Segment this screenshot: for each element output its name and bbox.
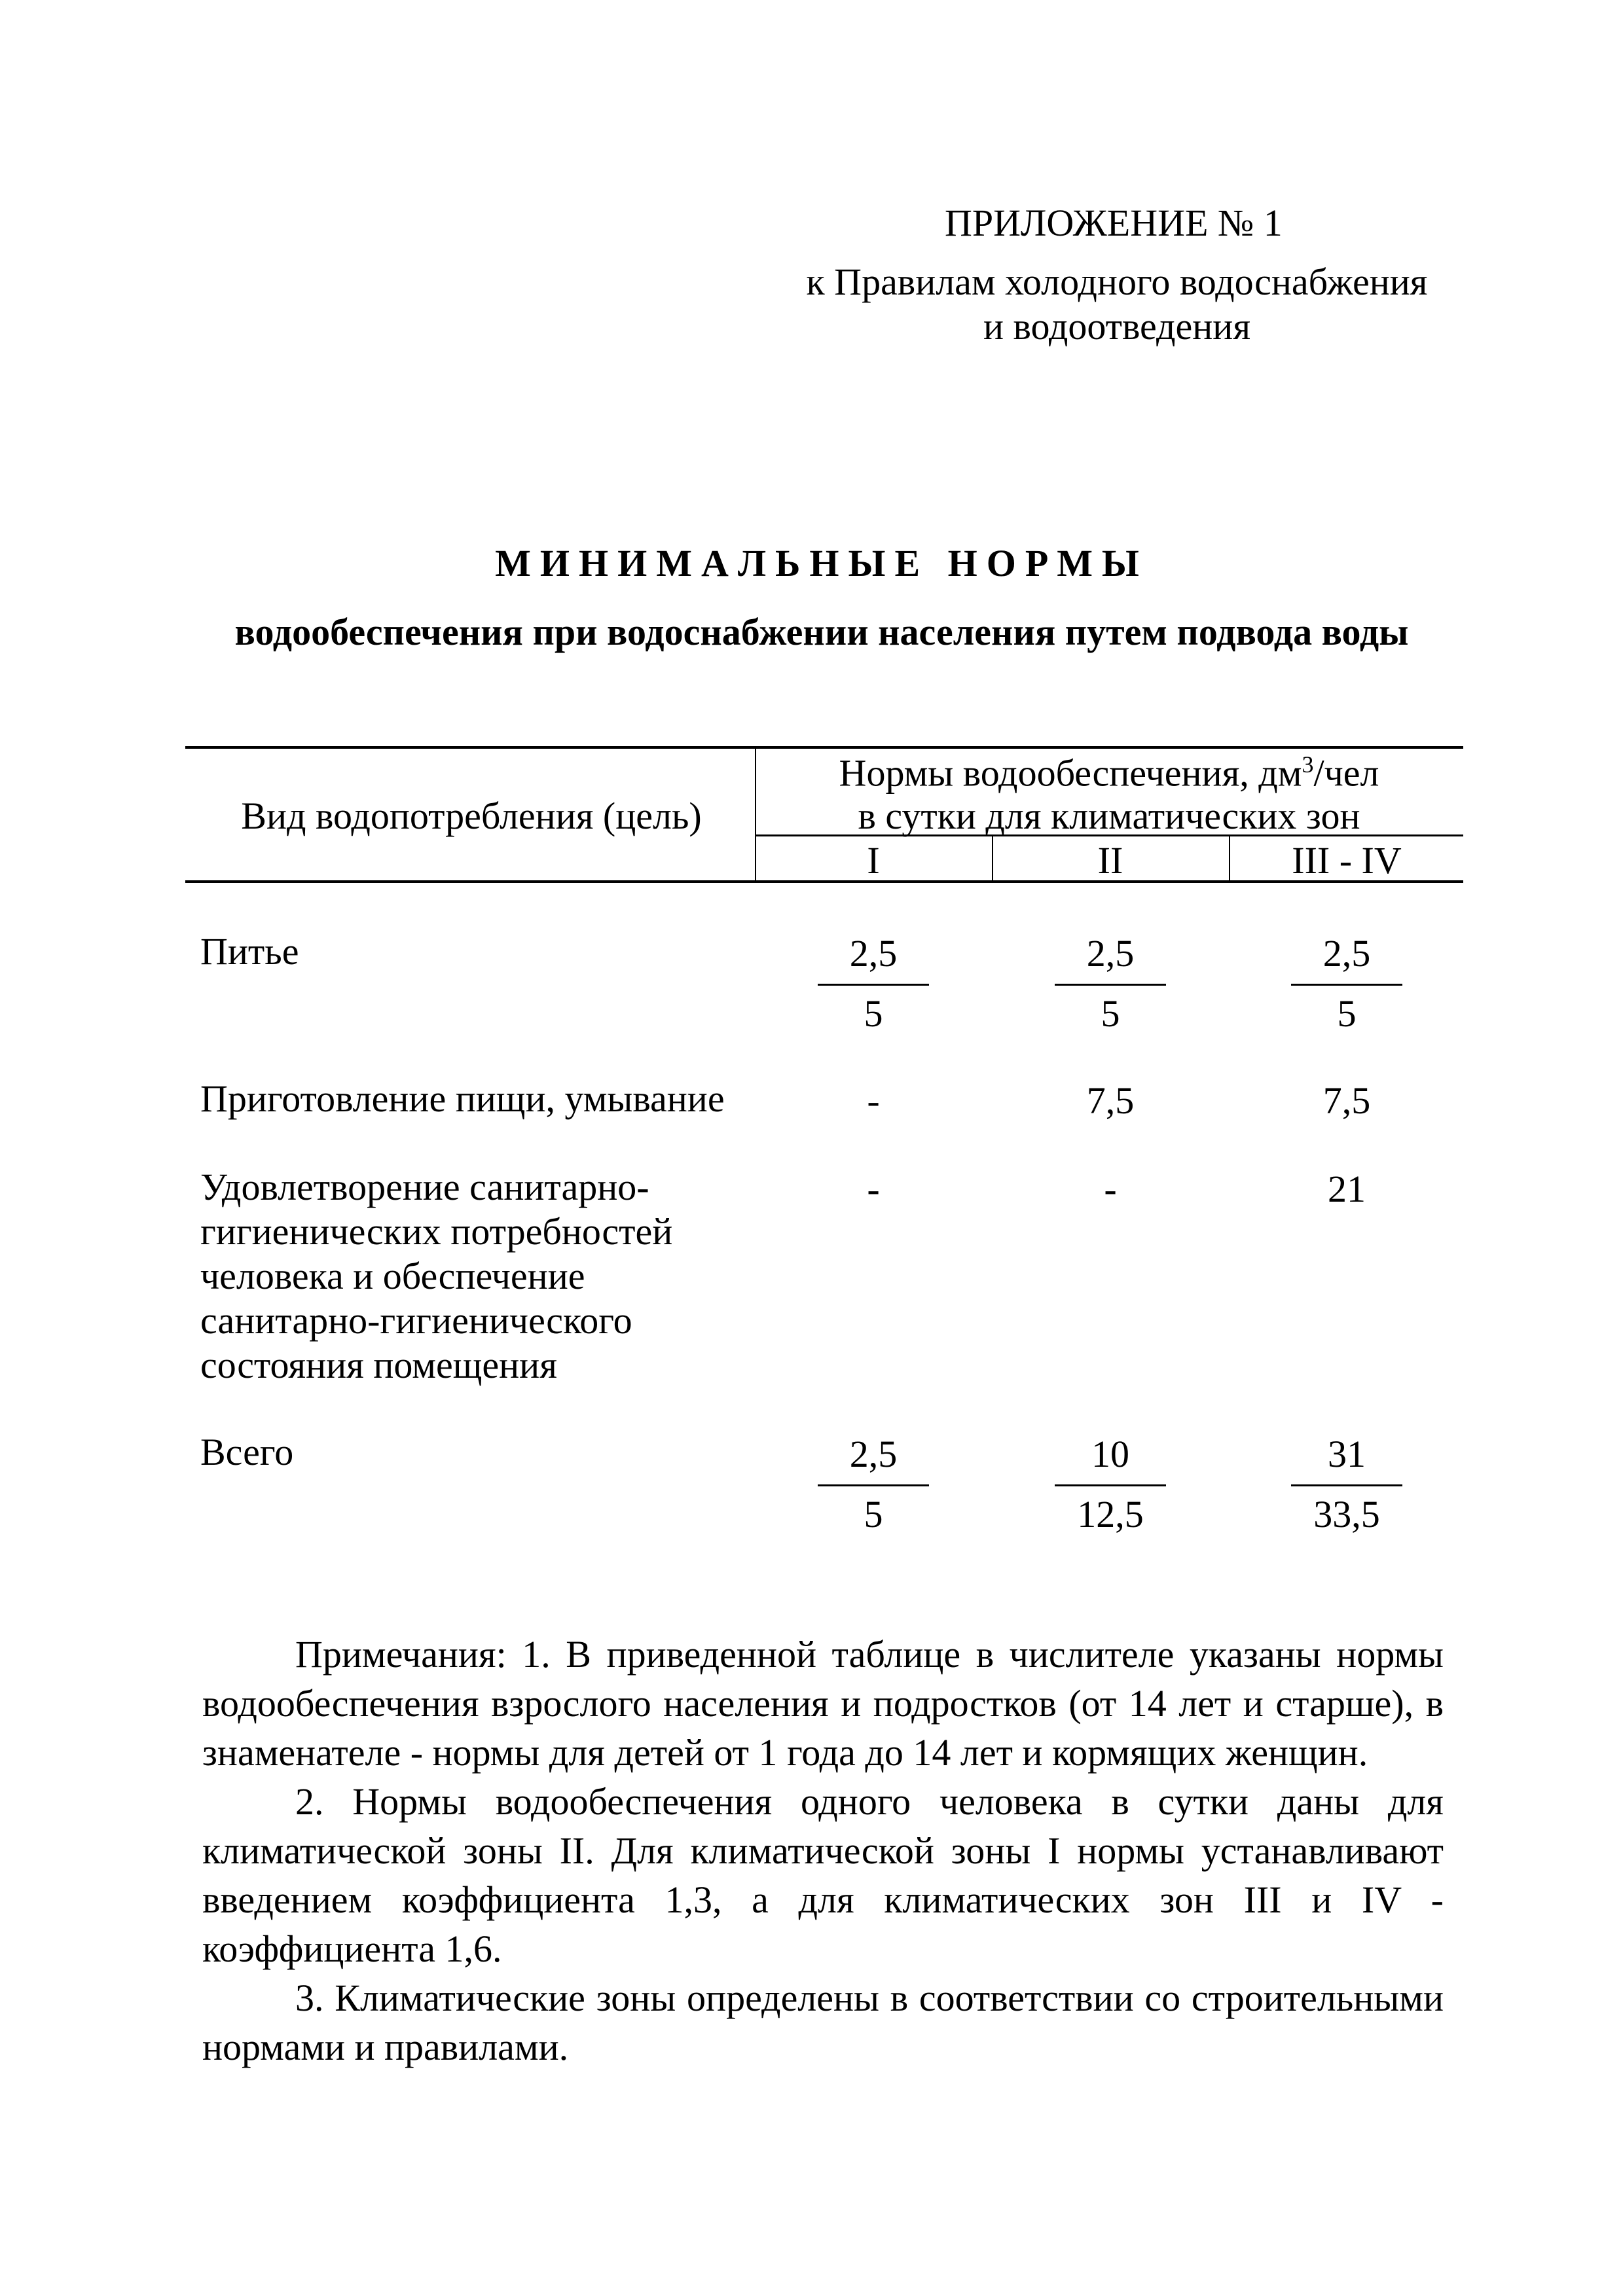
- cell-numerator: 2,5: [849, 1433, 898, 1475]
- zone-header-2: II: [1097, 839, 1123, 882]
- fraction-bar: [1291, 984, 1402, 986]
- fraction-bar: [1291, 1484, 1402, 1486]
- cell-numerator: 7,5: [1086, 1079, 1135, 1122]
- zone-header-1: I: [867, 839, 880, 882]
- cell-denominator: 12,5: [1077, 1493, 1144, 1535]
- fraction-bar: [1055, 1484, 1166, 1486]
- fraction-bar: [818, 984, 929, 986]
- note-2: 2. Нормы водообеспечения одного человека…: [202, 1780, 1444, 1970]
- column-header-norms-line2: в сутки для климатических зон: [858, 795, 1360, 837]
- column-header-norms: Нормы водообеспечения, дм3/чел: [839, 751, 1379, 795]
- appendix-reference-line2: и водоотведения: [983, 305, 1250, 348]
- cell-numerator: 21: [1328, 1168, 1366, 1210]
- row-label-line: Всего: [200, 1431, 294, 1473]
- row-label: Питье: [200, 929, 299, 974]
- note-3: 3. Климатические зоны определены в соотв…: [202, 1977, 1444, 2068]
- row-label-line: Приготовление пищи, умывание: [200, 1077, 725, 1120]
- notes: Примечания: 1. В приведенной таблице в ч…: [202, 1630, 1444, 2072]
- row-label: Приготовление пищи, умывание: [200, 1077, 725, 1121]
- note-1: Примечания: 1. В приведенной таблице в ч…: [202, 1633, 1444, 1774]
- appendix-reference-line1: к Правилам холодного водоснабжения: [806, 260, 1428, 303]
- row-label: Всего: [200, 1430, 293, 1475]
- document-title: МИНИМАЛЬНЫЕ НОРМЫ: [495, 542, 1148, 584]
- cell-numerator: 2,5: [1322, 932, 1371, 975]
- cell-numerator: 10: [1091, 1433, 1129, 1475]
- cell-numerator: -: [867, 1168, 880, 1210]
- row-label: Удовлетворение санитарно-гигиенических п…: [200, 1165, 672, 1388]
- table-divider: [992, 834, 993, 882]
- cell-numerator: 2,5: [1086, 932, 1135, 975]
- row-label-line: человека и обеспечение: [200, 1255, 585, 1297]
- table-divider: [1229, 834, 1230, 882]
- cell-numerator: -: [867, 1079, 880, 1122]
- cell-numerator: -: [1104, 1168, 1117, 1210]
- column-header-purpose: Вид водопотребления (цель): [241, 795, 702, 837]
- zone-header-3: III - IV: [1292, 839, 1402, 882]
- row-label-line: санитарно-гигиенического: [200, 1299, 632, 1342]
- cell-denominator: 5: [1101, 992, 1120, 1035]
- cell-numerator: 31: [1328, 1433, 1366, 1475]
- cell-denominator: 5: [864, 1493, 883, 1535]
- row-label-line: гигиенических потребностей: [200, 1210, 673, 1253]
- cell-numerator: 7,5: [1322, 1079, 1371, 1122]
- table-bottom-rule: [185, 880, 1463, 883]
- appendix-number: ПРИЛОЖЕНИЕ № 1: [945, 202, 1283, 244]
- fraction-bar: [818, 1484, 929, 1486]
- table-top-rule: [185, 746, 1463, 749]
- row-label-line: состояния помещения: [200, 1344, 557, 1386]
- fraction-bar: [1055, 984, 1166, 986]
- cell-denominator: 5: [1337, 992, 1357, 1035]
- document-subtitle: водообеспечения при водоснабжении населе…: [234, 611, 1409, 653]
- table-divider: [755, 834, 1463, 836]
- row-label-line: Питье: [200, 930, 299, 973]
- cell-numerator: 2,5: [849, 932, 898, 975]
- row-label-line: Удовлетворение санитарно-: [200, 1166, 649, 1208]
- cell-denominator: 5: [864, 992, 883, 1035]
- cell-denominator: 33,5: [1313, 1493, 1380, 1535]
- table-divider: [755, 747, 756, 882]
